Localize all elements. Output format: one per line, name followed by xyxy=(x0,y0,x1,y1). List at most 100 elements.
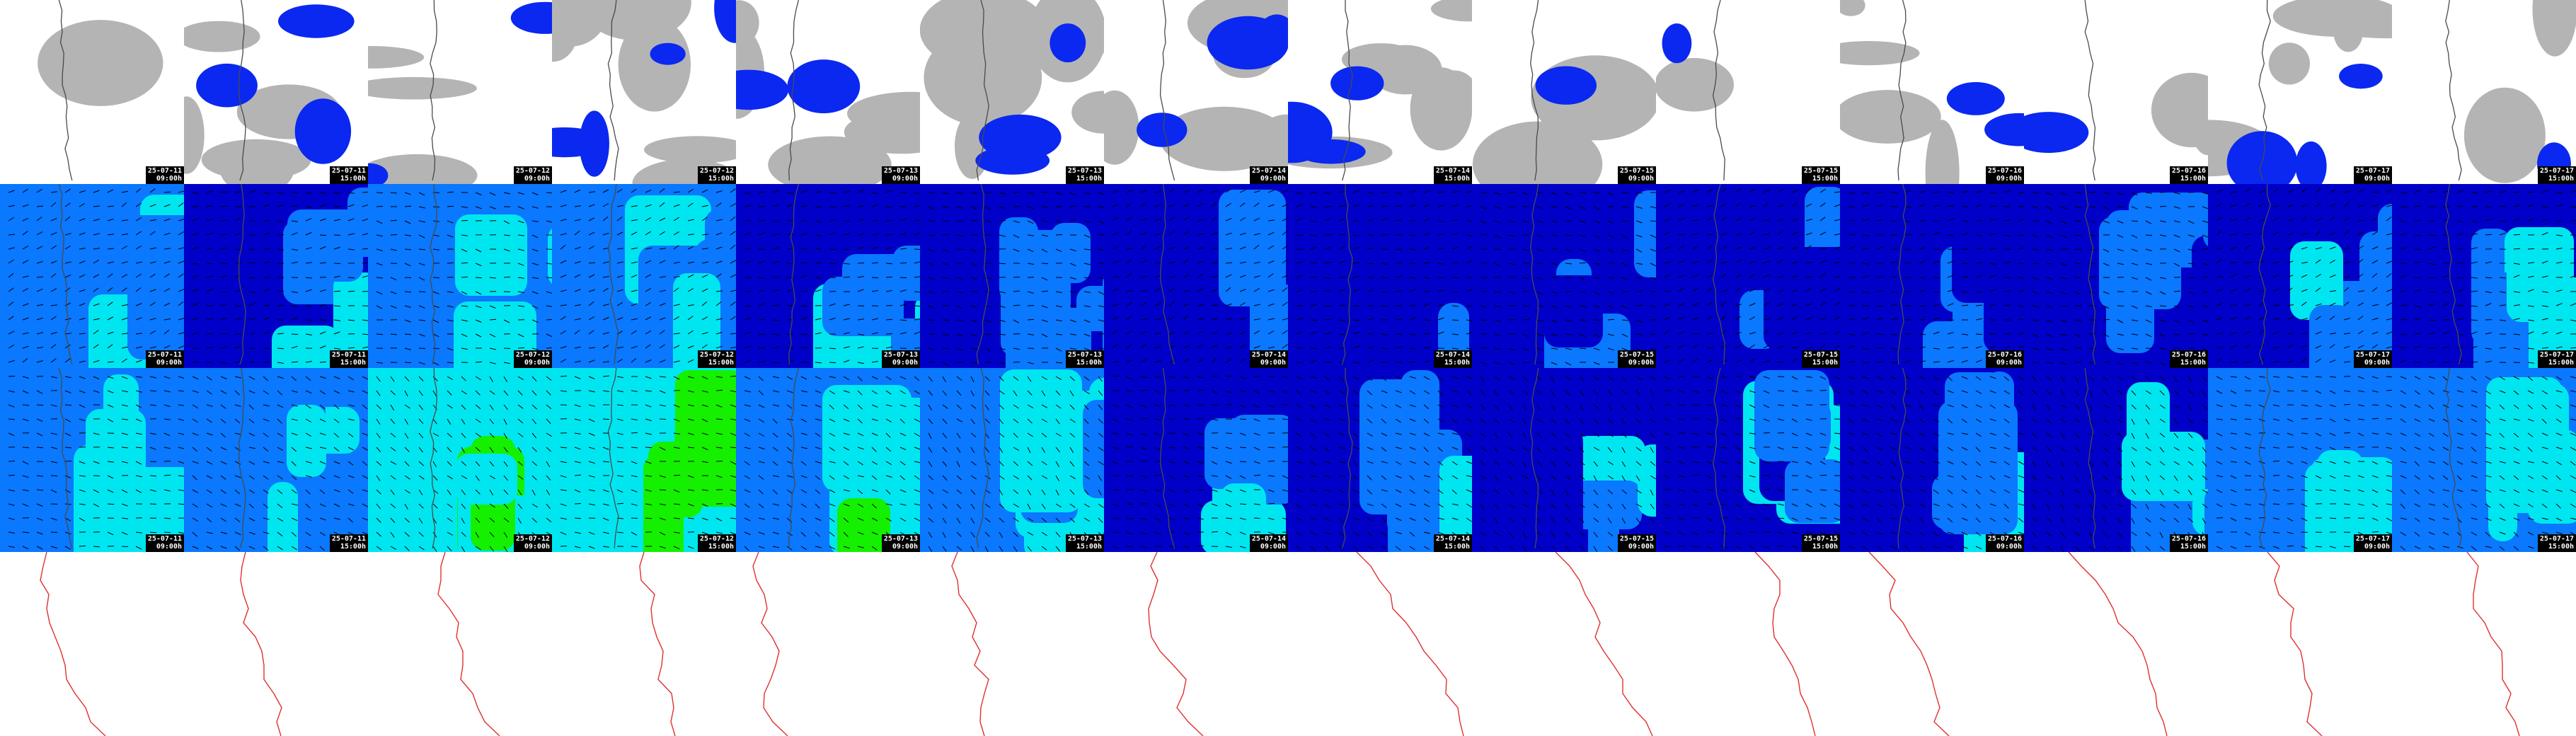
wind-arrow xyxy=(871,246,878,250)
wind-arrow xyxy=(1168,246,1175,250)
wind-arrow xyxy=(560,503,567,507)
wind-arrow xyxy=(560,546,568,547)
wind-arrow xyxy=(2103,503,2108,510)
wind-arrow xyxy=(2018,192,2024,193)
wind-arrow xyxy=(1805,287,1812,292)
wind-arrow xyxy=(2159,390,2165,396)
wind-arrow xyxy=(2131,333,2138,335)
wind-arrow xyxy=(2343,301,2350,306)
wind-arrow xyxy=(1211,531,1219,533)
wind-arrow xyxy=(1579,517,1585,523)
wind-arrow xyxy=(1961,404,1968,408)
wind-arrow xyxy=(376,291,383,295)
wind-arrow xyxy=(64,546,71,550)
wind-arrow xyxy=(1536,376,1542,381)
wind-arrow xyxy=(376,263,383,266)
wind-arrow xyxy=(999,319,1006,323)
wind-arrow xyxy=(1027,206,1034,209)
wind-arrow xyxy=(1338,447,1345,449)
wind-arrow xyxy=(970,192,977,194)
wind-arrow xyxy=(1989,218,1996,222)
wind-arrow xyxy=(645,461,652,464)
wind-arrow xyxy=(206,289,213,292)
wind-arrow xyxy=(192,263,199,265)
wind-arrow xyxy=(192,503,198,508)
wind-arrow xyxy=(588,376,595,379)
wind-arrow xyxy=(1083,234,1091,238)
wind-arrow xyxy=(2018,404,2024,410)
wind-arrow xyxy=(1848,376,1855,379)
wind-arrow xyxy=(2145,277,2152,281)
wind-arrow xyxy=(744,418,751,422)
wind-arrow xyxy=(970,461,977,466)
wind-arrow xyxy=(447,390,452,396)
wind-arrow xyxy=(1423,461,1430,466)
wind-arrow xyxy=(135,475,142,478)
wind-arrow xyxy=(1890,531,1897,535)
wind-arrow xyxy=(715,318,723,321)
wind-arrow xyxy=(588,301,594,306)
wind-arrow xyxy=(857,503,864,507)
wind-arrow xyxy=(616,418,623,421)
wind-arrow xyxy=(1041,277,1048,281)
wind-arrow xyxy=(1310,432,1316,438)
wind-arrow xyxy=(1508,461,1514,466)
wind-arrow xyxy=(1282,447,1288,448)
wind-arrow xyxy=(1706,475,1713,479)
wind-arrow xyxy=(2018,503,2024,506)
wind-arrow xyxy=(2258,404,2265,408)
wind-arrow xyxy=(885,489,891,495)
wind-arrow xyxy=(234,447,241,452)
wind-arrow xyxy=(1055,418,1060,425)
wind-arrow xyxy=(1975,475,1982,478)
wind-arrow xyxy=(942,319,950,321)
wind-arrow xyxy=(2343,333,2350,335)
wind-arrow xyxy=(192,531,197,537)
wind-arrow xyxy=(107,301,113,306)
wind-arrow xyxy=(928,277,935,280)
wind-arrow xyxy=(1522,517,1526,524)
wind-arrow xyxy=(843,546,850,549)
wind-arrow xyxy=(1239,503,1247,505)
wind-arrow xyxy=(1352,234,1359,236)
wind-arrow xyxy=(319,489,326,494)
wind-arrows xyxy=(2216,376,2392,550)
wind-arrow xyxy=(1069,489,1075,495)
wind-arrow xyxy=(347,461,354,466)
wind-arrow xyxy=(1041,432,1047,438)
wind-arrow xyxy=(418,461,425,466)
wind-arrow xyxy=(1904,404,1911,408)
wind-arrow xyxy=(319,345,326,349)
wind-arrow xyxy=(1565,404,1570,410)
wind-arrow xyxy=(1579,447,1585,453)
wind-arrow xyxy=(1621,263,1628,267)
wind-arrow xyxy=(8,344,14,349)
wind-arrow xyxy=(1381,503,1387,508)
wind-arrow xyxy=(1933,418,1940,422)
wind-arrow xyxy=(1013,503,1019,508)
wind-arrow xyxy=(701,217,708,222)
wind-arrow xyxy=(829,546,836,550)
wind-arrow xyxy=(1777,475,1784,479)
wind-arrow xyxy=(1494,531,1500,536)
wind-arrow xyxy=(2159,517,2166,522)
wind-arrow xyxy=(1749,332,1756,335)
wind-arrow xyxy=(531,447,537,452)
wind-arrow xyxy=(1395,346,1402,349)
wind-arrow xyxy=(1140,418,1148,420)
wind-arrow xyxy=(2117,248,2124,252)
wind-arrow xyxy=(2202,319,2208,322)
wind-arrow xyxy=(1749,404,1756,408)
wind-arrow xyxy=(2343,318,2350,321)
wind-arrow xyxy=(1225,461,1232,464)
wind-arrow xyxy=(1423,347,1430,349)
wind-arrow xyxy=(1451,404,1459,408)
wind-arrow xyxy=(574,474,582,476)
wind-arrow xyxy=(1423,390,1430,394)
wind-arrow xyxy=(1635,319,1643,323)
wind-arrow xyxy=(1183,475,1190,478)
wind-arrow xyxy=(2357,258,2364,264)
wind-arrow xyxy=(1395,248,1403,251)
wind-arrow xyxy=(616,205,623,207)
wind-speed-area xyxy=(548,228,552,284)
